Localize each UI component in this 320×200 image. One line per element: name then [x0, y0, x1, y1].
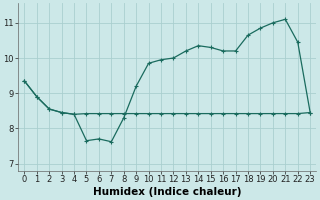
X-axis label: Humidex (Indice chaleur): Humidex (Indice chaleur) — [93, 187, 242, 197]
